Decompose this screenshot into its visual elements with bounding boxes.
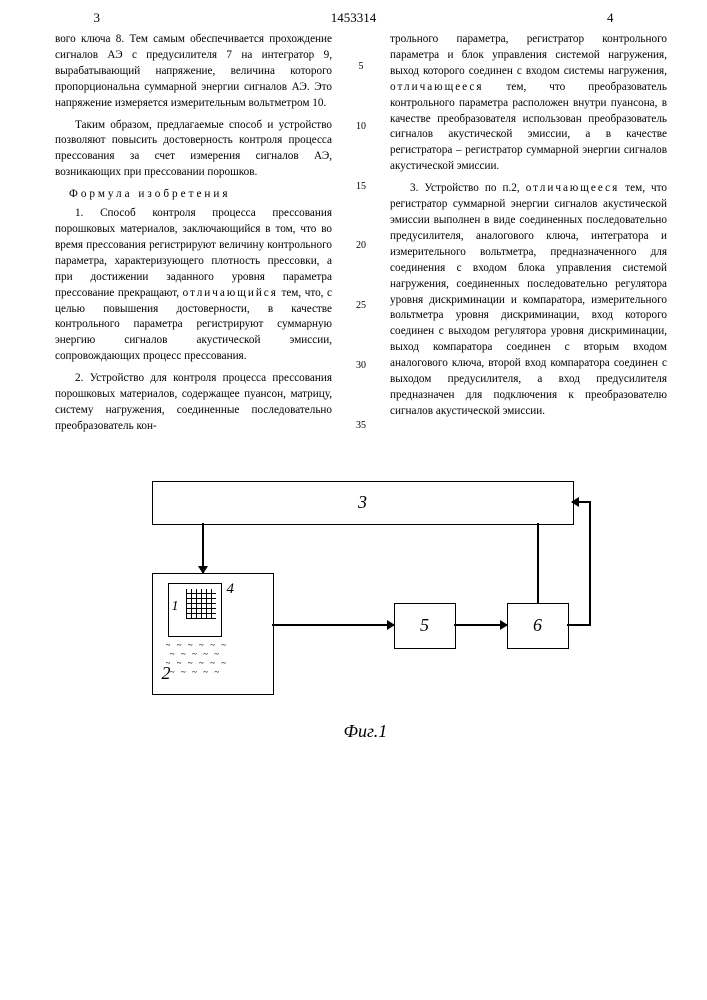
figure-1: 3 2 1 4 ~ ~ ~ ~ ~ ~ ~ ~ ~ ~ ~~ ~ ~ ~ ~ ~… — [94, 471, 614, 771]
arrow-2-to-5 — [272, 624, 394, 626]
ln-5: 5 — [350, 60, 372, 74]
left-column: вого ключа 8. Тем самым обеспечивается п… — [55, 32, 332, 441]
grid-hatch — [186, 589, 216, 619]
right-p2a: 3. Устройство по п.2, — [410, 182, 526, 194]
left-p4: 2. Устройство для контроля процесса прес… — [55, 371, 332, 435]
page-right: 4 — [607, 10, 614, 26]
ln-15: 15 — [350, 180, 372, 194]
block-6: 6 — [507, 603, 569, 649]
powder-hatch: ~ ~ ~ ~ ~ ~ ~ ~ ~ ~ ~~ ~ ~ ~ ~ ~ ~ ~ ~ ~… — [166, 641, 258, 685]
left-p2: Таким образом, предлагаемые способ и уст… — [55, 118, 332, 182]
ln-20: 20 — [350, 239, 372, 253]
page-header: 3 1453314 4 — [94, 0, 614, 32]
arrow-feedback — [572, 501, 591, 503]
page-left: 3 — [94, 10, 101, 26]
block-3: 3 — [152, 481, 574, 525]
ln-10: 10 — [350, 120, 372, 134]
right-p1b: отличающееся — [390, 81, 484, 93]
right-p1c: тем, что преобразователь контрольного па… — [390, 81, 667, 173]
block-3-label: 3 — [358, 492, 367, 513]
arrow-5-to-6 — [454, 624, 507, 626]
right-p1: трольного параметра, регистратор контрол… — [390, 32, 667, 175]
line-feedback-v — [589, 501, 591, 626]
left-p3b: отличающийся — [183, 287, 278, 299]
right-column: трольного параметра, регистратор контрол… — [390, 32, 667, 441]
block-4-label: 4 — [227, 581, 235, 598]
block-5: 5 — [394, 603, 456, 649]
left-p3: 1. Способ контроля процесса прессования … — [55, 206, 332, 365]
block-1-label: 1 — [172, 599, 179, 615]
figure-caption: Фиг.1 — [344, 721, 388, 742]
arrow-3-to-2 — [202, 523, 204, 573]
text-columns: вого ключа 8. Тем самым обеспечивается п… — [0, 32, 707, 441]
ln-25: 25 — [350, 299, 372, 313]
left-p3a: 1. Способ контроля процесса прессования … — [55, 207, 332, 299]
block-6-label: 6 — [533, 615, 542, 636]
right-p2: 3. Устройство по п.2, отличающееся тем, … — [390, 181, 667, 420]
ln-30: 30 — [350, 359, 372, 373]
right-p2c: тем, что регистратор суммарной энергии с… — [390, 182, 667, 417]
ln-35: 35 — [350, 419, 372, 433]
right-p1a: трольного параметра, регистратор контрол… — [390, 33, 667, 77]
right-p2b: отличающееся — [526, 182, 620, 194]
doc-number: 1453314 — [331, 10, 377, 26]
line-6-to-3 — [537, 523, 539, 603]
line-numbers: 5 10 15 20 25 30 35 — [350, 32, 372, 441]
line-6-right — [567, 624, 591, 626]
left-p1: вого ключа 8. Тем самым обеспечивается п… — [55, 32, 332, 112]
formula-title: Формула изобретения — [55, 187, 332, 203]
block-5-label: 5 — [420, 615, 429, 636]
